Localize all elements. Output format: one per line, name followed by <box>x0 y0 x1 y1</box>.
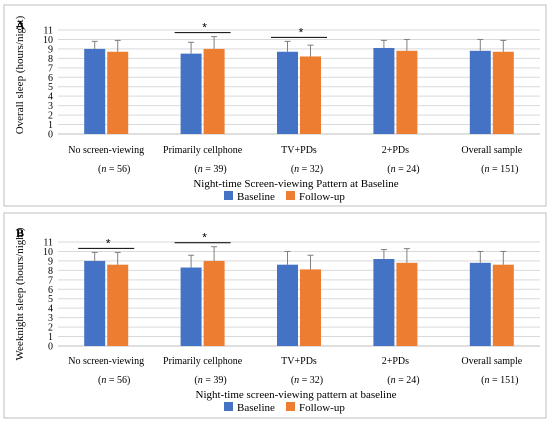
significance-star: * <box>202 21 207 35</box>
legend-label-baseline: Baseline <box>237 402 275 414</box>
n-label: (n = 32) <box>291 164 323 175</box>
y-tick-label: 3 <box>48 101 53 112</box>
bar-baseline <box>84 48 106 135</box>
y-tick-label: 5 <box>48 294 53 305</box>
bar-baseline <box>180 267 202 346</box>
category-label: Overall sample <box>461 145 522 156</box>
x-axis-label: Night-time Screen-viewing Pattern at Bas… <box>193 178 398 190</box>
y-tick-label: 4 <box>48 92 53 103</box>
bar-followup <box>492 51 514 134</box>
category-label: Primarily cellphone <box>163 145 243 156</box>
n-label: (n = 151) <box>481 375 518 386</box>
panel-label: A <box>16 18 25 32</box>
y-tick-label: 7 <box>48 63 53 74</box>
category-label: No screen-viewing <box>68 356 144 367</box>
bar-baseline <box>469 50 491 134</box>
bar-followup <box>492 264 514 346</box>
bar-followup <box>396 50 418 134</box>
n-label: (n = 56) <box>98 164 130 175</box>
n-label: (n = 151) <box>481 164 518 175</box>
bar-baseline <box>469 262 491 346</box>
legend-swatch-baseline <box>224 402 233 411</box>
y-tick-label: 11 <box>43 26 53 37</box>
bar-baseline <box>180 53 202 134</box>
n-label: (n = 39) <box>194 375 226 386</box>
y-tick-label: 7 <box>48 275 53 286</box>
bar-baseline <box>277 264 298 346</box>
y-tick-label: 6 <box>48 285 53 296</box>
legend-swatch-baseline <box>224 191 233 200</box>
bar-baseline <box>277 51 298 134</box>
y-tick-label: 10 <box>43 247 53 258</box>
bar-followup <box>107 264 129 346</box>
legend-swatch-followup <box>286 191 295 200</box>
category-label: TV+PDs <box>281 356 317 367</box>
significance-star: * <box>202 231 207 245</box>
legend-swatch-followup <box>286 402 295 411</box>
bar-followup <box>396 262 418 346</box>
category-label: Overall sample <box>461 356 522 367</box>
y-tick-label: 0 <box>48 130 53 141</box>
n-label: (n = 24) <box>387 164 419 175</box>
n-label: (n = 56) <box>98 375 130 386</box>
y-tick-label: 9 <box>48 256 53 267</box>
legend-label-followup: Follow-up <box>299 191 345 203</box>
y-tick-label: 10 <box>43 35 53 46</box>
legend-label-followup: Follow-up <box>299 402 345 414</box>
bar-followup <box>107 51 129 134</box>
x-axis-label: Night-time screen-viewing pattern at bas… <box>196 389 397 401</box>
category-label: TV+PDs <box>281 145 317 156</box>
y-tick-label: 0 <box>48 342 53 353</box>
category-label: 2+PDs <box>382 356 409 367</box>
category-label: 2+PDs <box>382 145 409 156</box>
legend-label-baseline: Baseline <box>237 191 275 203</box>
bar-followup <box>300 56 321 134</box>
y-tick-label: 8 <box>48 266 53 277</box>
y-tick-label: 2 <box>48 111 53 122</box>
y-tick-label: 5 <box>48 82 53 93</box>
significance-star: * <box>299 25 304 39</box>
bar-followup <box>203 48 225 135</box>
y-tick-label: 3 <box>48 313 53 324</box>
y-tick-label: 4 <box>48 304 53 315</box>
bar-followup <box>203 260 225 346</box>
bar-baseline <box>373 259 395 346</box>
bar-baseline <box>84 260 106 346</box>
bar-baseline <box>373 47 395 134</box>
y-tick-label: 11 <box>43 238 53 249</box>
significance-star: * <box>106 236 111 250</box>
y-tick-label: 6 <box>48 73 53 84</box>
n-label: (n = 39) <box>194 164 226 175</box>
category-label: Primarily cellphone <box>163 356 243 367</box>
y-axis-label: Overall sleep (hours/night) <box>14 15 26 134</box>
n-label: (n = 24) <box>387 375 419 386</box>
y-tick-label: 1 <box>48 120 53 131</box>
panel-label: B <box>16 226 24 240</box>
y-tick-label: 8 <box>48 54 53 65</box>
n-label: (n = 32) <box>291 375 323 386</box>
bar-followup <box>300 269 321 346</box>
y-tick-label: 1 <box>48 332 53 343</box>
y-axis-label: Weeknight sleep (hours/night) <box>14 227 26 360</box>
y-tick-label: 9 <box>48 44 53 55</box>
y-tick-label: 2 <box>48 323 53 334</box>
category-label: No screen-viewing <box>68 145 144 156</box>
